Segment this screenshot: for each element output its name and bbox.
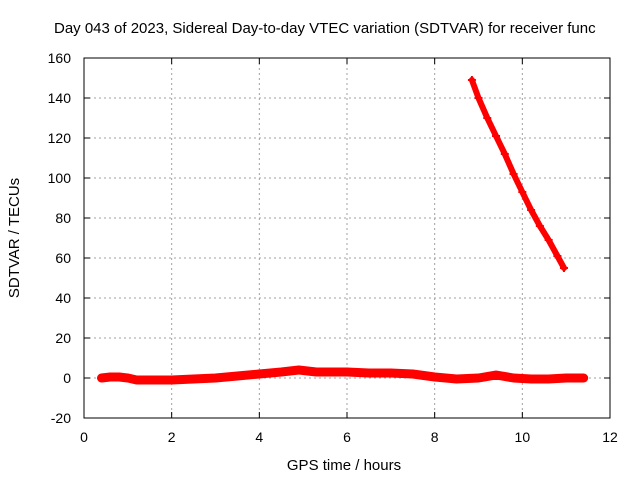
data-point [386, 369, 395, 377]
data-point [343, 368, 351, 376]
data-point [233, 372, 242, 380]
x-ticks: 0 2 4 6 8 10 12 [80, 58, 618, 445]
y-tick-label: 0 [63, 370, 71, 386]
data-point [500, 150, 509, 158]
data-point [364, 369, 373, 377]
data-point [467, 76, 476, 84]
plot-frame [83, 57, 611, 419]
y-tick-label: 100 [48, 170, 72, 186]
data-point [509, 170, 518, 178]
y-tick-label: 120 [48, 130, 72, 146]
data-point [123, 374, 132, 382]
x-tick-label: 2 [168, 429, 176, 445]
data-point [527, 206, 536, 214]
data-point [452, 375, 461, 383]
y-axis-label: SDTVAR / TECUs [6, 178, 23, 298]
y-tick-label: 60 [55, 250, 71, 266]
data-point [562, 374, 571, 382]
series-0 [97, 365, 589, 385]
data-point [211, 374, 220, 382]
y-tick-label: 20 [55, 330, 71, 346]
data-point [430, 373, 439, 381]
data-point [527, 375, 536, 383]
chart-title: Day 043 of 2023, Sidereal Day-to-day VTE… [54, 20, 596, 37]
data-point [132, 376, 141, 384]
data-point [492, 371, 501, 379]
series-trace [468, 77, 567, 271]
y-tick-label: 80 [55, 210, 71, 226]
y-tick-label: 160 [48, 50, 72, 66]
x-tick-label: 8 [431, 429, 439, 445]
x-tick-label: 0 [80, 429, 88, 445]
data-point [408, 370, 417, 378]
data-point [294, 366, 303, 374]
data-point [544, 236, 553, 244]
data-point [312, 368, 321, 376]
data-point [474, 94, 483, 102]
y-tick-label: -20 [51, 410, 71, 426]
data-point [158, 376, 167, 384]
data-point [535, 222, 544, 230]
data-point [167, 376, 176, 384]
data-point [97, 374, 106, 382]
data-point [518, 188, 527, 196]
x-axis-label: GPS time / hours [287, 457, 401, 474]
data-point [579, 374, 588, 382]
data-point [189, 375, 198, 383]
y-tick-label: 140 [48, 90, 72, 106]
data-point [255, 370, 264, 378]
series-1 [467, 76, 568, 272]
data-point [509, 374, 518, 382]
data-point [544, 375, 553, 383]
data-point [474, 374, 483, 382]
x-tick-label: 4 [255, 429, 263, 445]
data-point [492, 132, 501, 140]
x-tick-label: 12 [602, 429, 618, 445]
data-point [277, 368, 286, 376]
y-ticks: -20 0 20 40 60 80 100 120 140 160 [48, 50, 610, 426]
data-point [115, 373, 124, 381]
grid [84, 58, 610, 418]
x-tick-label: 10 [515, 429, 531, 445]
data-point [106, 373, 115, 381]
x-tick-label: 6 [343, 429, 351, 445]
data-point [483, 114, 492, 122]
data-point [559, 264, 568, 272]
series-trace [97, 365, 589, 385]
y-tick-label: 40 [55, 290, 71, 306]
data-point [553, 252, 562, 260]
data-point [145, 376, 154, 384]
data-series [97, 76, 589, 385]
